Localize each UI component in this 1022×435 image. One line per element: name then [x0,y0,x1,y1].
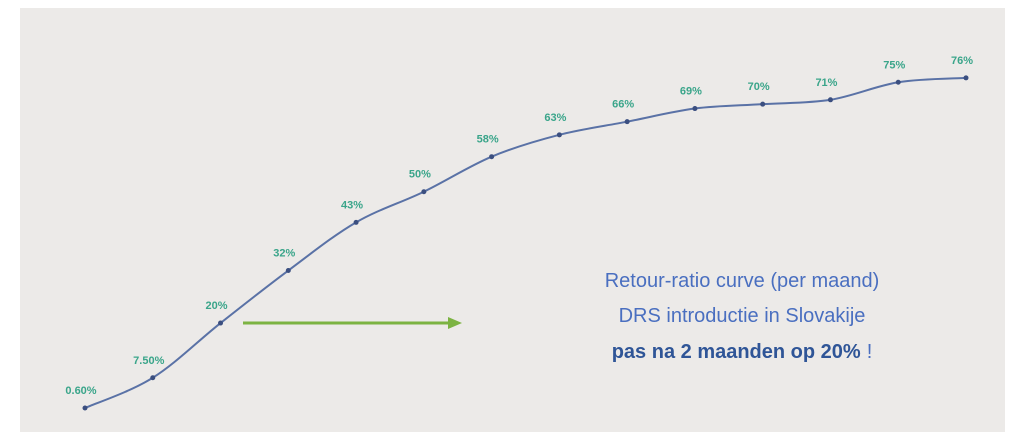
point [353,219,359,225]
point [692,106,698,112]
point [218,320,224,326]
data-label: 50% [409,169,431,181]
line [84,76,967,409]
data-label: 20% [206,300,228,312]
data-label: 75% [883,59,905,71]
data-label: 76% [951,55,973,67]
point [150,375,156,381]
point [760,101,766,107]
point [489,154,495,160]
data-label: 70% [748,81,770,93]
data-label: 7.50% [133,355,164,367]
point [827,97,833,103]
panel [20,8,1005,432]
data-label: 63% [544,112,566,124]
point [82,405,88,411]
arrow-head [448,317,462,329]
point [421,189,427,195]
annotation-line: pas na 2 maanden op 20%! [612,341,873,363]
point [624,119,630,125]
annotation-bold: pas na 2 maanden op 20% [612,341,861,363]
point [285,268,291,274]
annotation-tail: ! [867,341,873,363]
annotation-line: Retour-ratio curve (per maand) [605,270,880,292]
point [963,75,969,81]
point [895,79,901,85]
data-label: 43% [341,199,363,211]
data-label: 66% [612,99,634,111]
data-label: 58% [477,134,499,146]
point [556,132,562,138]
data-label: 69% [680,86,702,98]
data-label: 32% [273,248,295,260]
data-label: 0.60% [65,385,96,397]
annotation-line: DRS introductie in Slovakije [619,305,866,327]
data-label: 71% [815,77,837,89]
